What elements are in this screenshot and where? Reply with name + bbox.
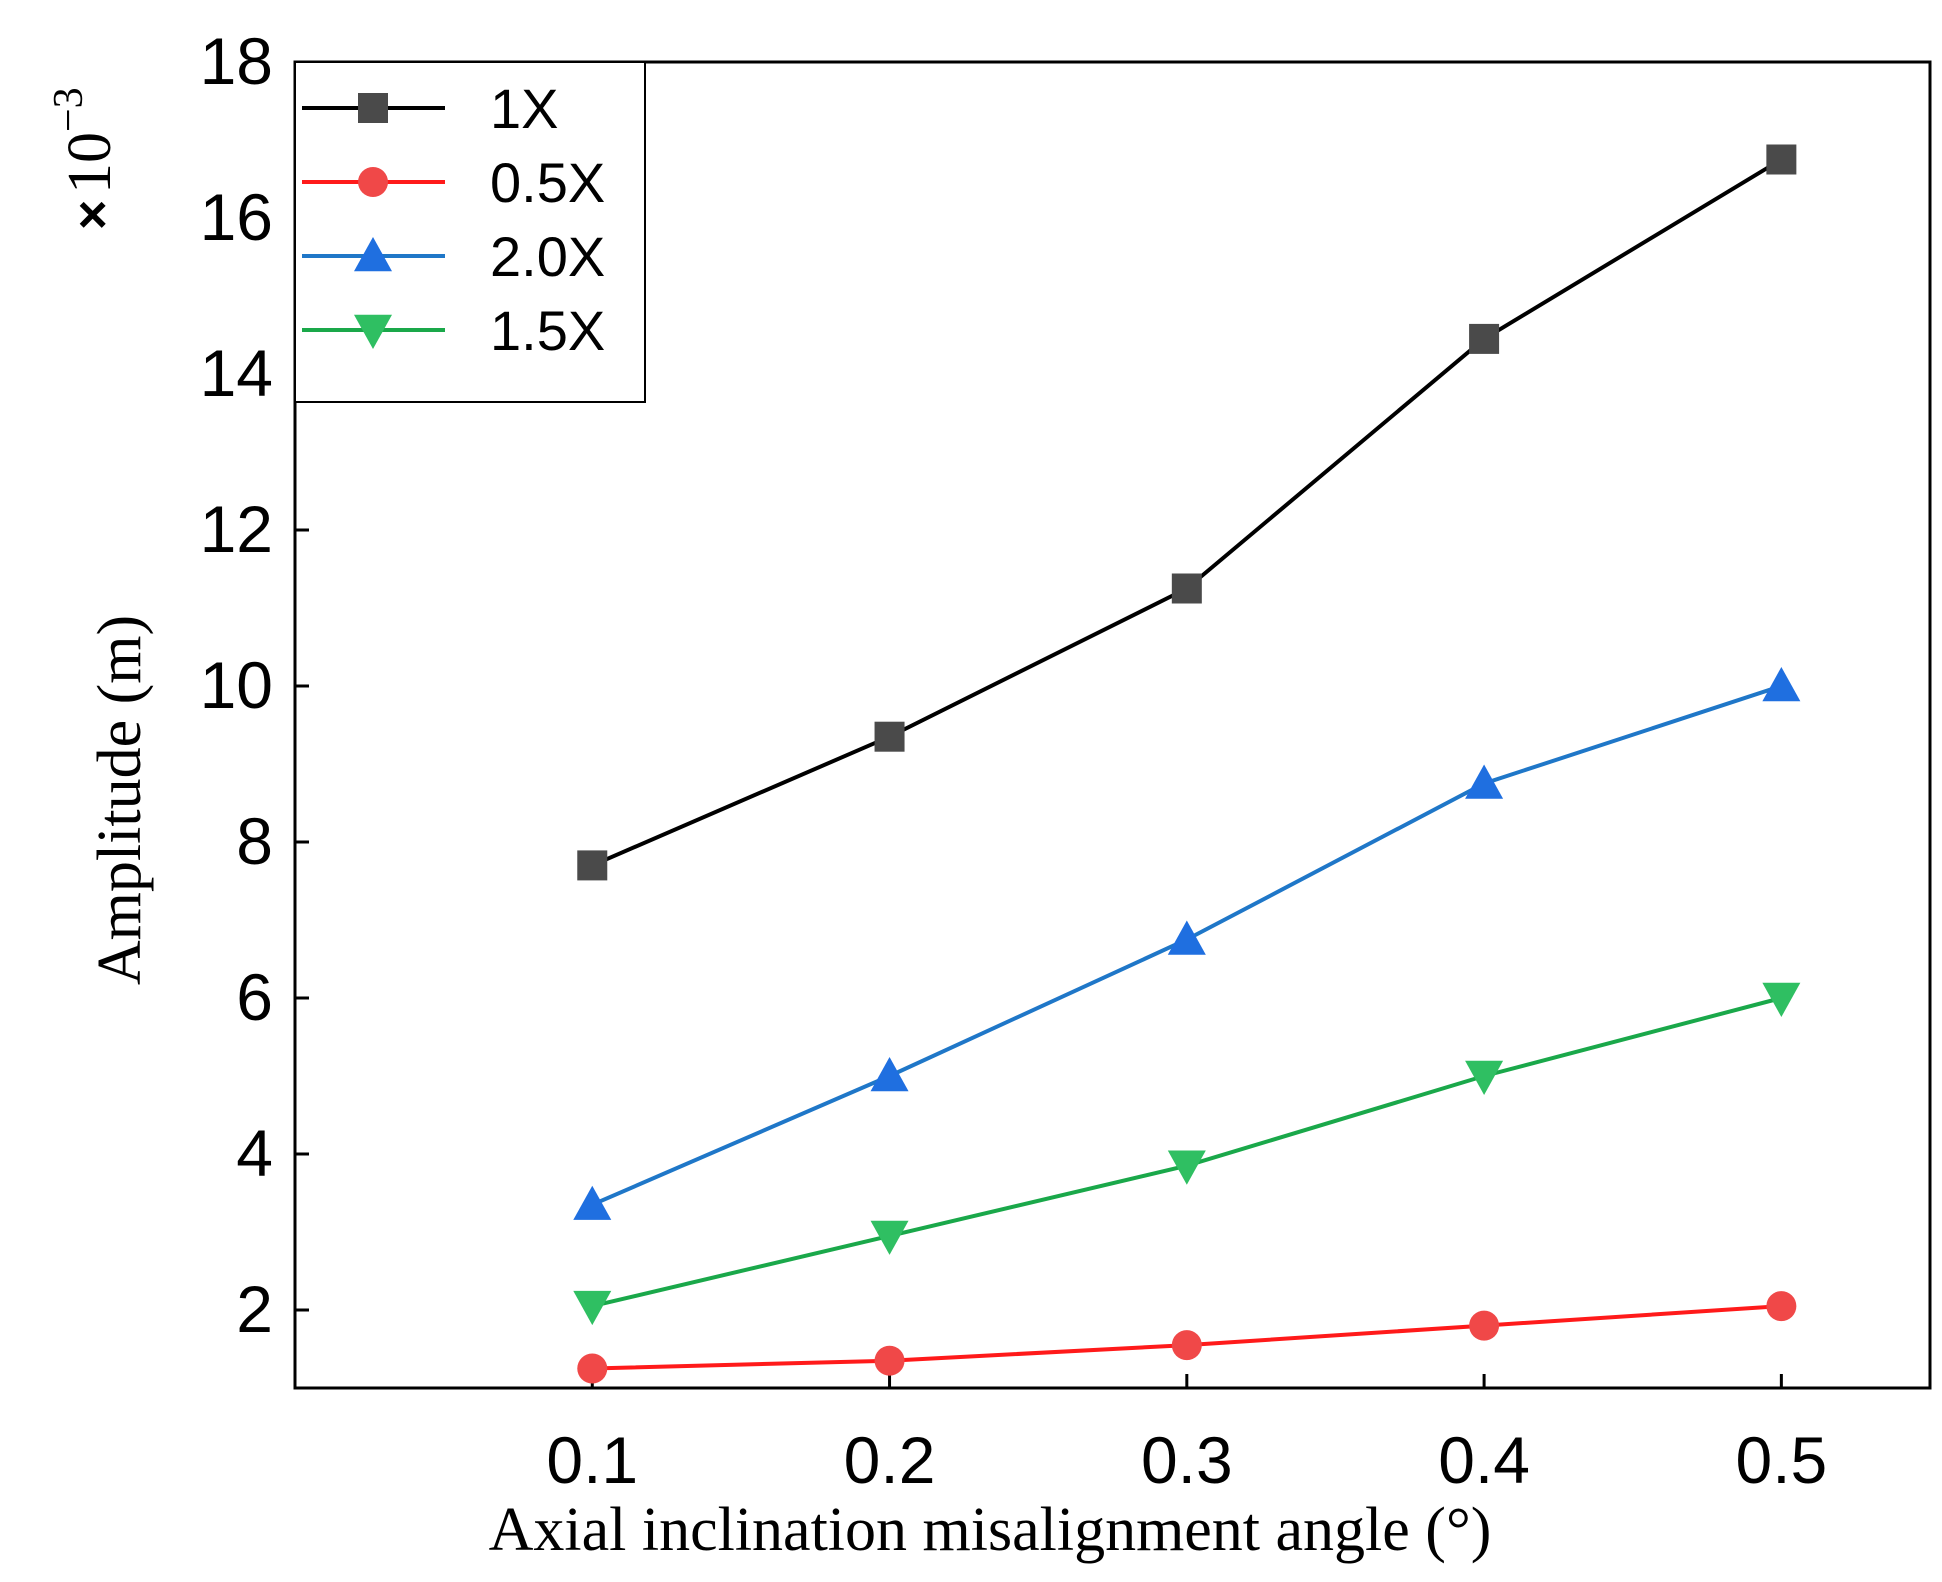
x-tick-label: 0.1 (546, 1423, 638, 1497)
y-tick-label: 16 (200, 180, 273, 254)
data-point (1171, 573, 1202, 604)
data-point (1762, 982, 1801, 1017)
legend-label: 2.0X (490, 225, 605, 288)
data-point (1167, 920, 1206, 955)
y-tick-label: 4 (236, 1116, 273, 1190)
x-axis-ticks: 0.1 0.2 0.3 0.4 0.5 (546, 1374, 1827, 1497)
data-point (874, 1345, 905, 1376)
data-point (1171, 1330, 1202, 1361)
plot-frame (293, 60, 1932, 1390)
y-axis-title: Amplitude (m) (86, 615, 154, 985)
series-line (591, 157, 1783, 868)
legend-marker (354, 314, 392, 349)
series-1X (577, 144, 1797, 881)
data-point (577, 1353, 608, 1384)
data-point (1465, 764, 1504, 799)
x-tick-label: 0.3 (1141, 1423, 1233, 1497)
data-point (1469, 323, 1500, 354)
series-group (573, 144, 1801, 1384)
series-2.0X (573, 667, 1801, 1220)
legend: 1X 0.5X 2.0X 1.5X (294, 61, 646, 403)
legend-box (294, 61, 646, 403)
y-tick-label: 6 (236, 960, 273, 1034)
legend-entry: 0.5X (302, 151, 605, 214)
data-point (577, 850, 608, 881)
y-tick-label: 14 (200, 336, 273, 410)
scale-times-sign: × (64, 200, 122, 230)
data-point (1465, 1060, 1504, 1095)
legend-label: 1X (490, 77, 559, 140)
x-tick-label: 0.5 (1735, 1423, 1827, 1497)
data-point (870, 1220, 909, 1255)
scale-exponent: −3 (46, 87, 92, 132)
y-tick-label: 18 (200, 24, 273, 98)
data-point (1762, 667, 1801, 702)
legend-label: 0.5X (490, 151, 605, 214)
y-scale-factor: × 10 −3 (46, 87, 124, 230)
data-point (874, 721, 905, 752)
series-1.5X (573, 982, 1801, 1326)
series-0.5X (577, 1291, 1797, 1384)
y-tick-label: 8 (236, 804, 273, 878)
legend-label: 1.5X (490, 299, 605, 362)
legend-marker (358, 93, 388, 123)
data-point (573, 1185, 612, 1220)
y-tick-label: 2 (236, 1272, 273, 1346)
x-axis-title: Axial inclination misalignment angle (°) (489, 1496, 1492, 1564)
x-tick-label: 0.2 (844, 1423, 936, 1497)
legend-marker (358, 167, 388, 197)
data-point (1766, 144, 1797, 175)
data-point (1167, 1150, 1206, 1185)
legend-entry: 2.0X (302, 225, 605, 288)
x-tick-label: 0.4 (1438, 1423, 1530, 1497)
data-point (1766, 1291, 1797, 1322)
legend-entry: 1X (302, 77, 559, 140)
data-point (870, 1057, 909, 1092)
data-point (573, 1290, 612, 1326)
legend-entry: 1.5X (302, 299, 605, 362)
legend-marker (354, 237, 392, 272)
y-tick-label: 10 (200, 648, 273, 722)
y-tick-label: 12 (200, 492, 273, 566)
y-axis-ticks: 2 4 6 8 10 12 14 16 18 (200, 24, 309, 1346)
scale-base: 10 (56, 132, 124, 194)
data-point (1469, 1310, 1500, 1341)
